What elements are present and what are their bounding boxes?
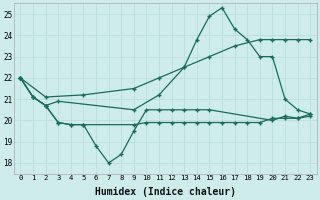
X-axis label: Humidex (Indice chaleur): Humidex (Indice chaleur) <box>95 186 236 197</box>
